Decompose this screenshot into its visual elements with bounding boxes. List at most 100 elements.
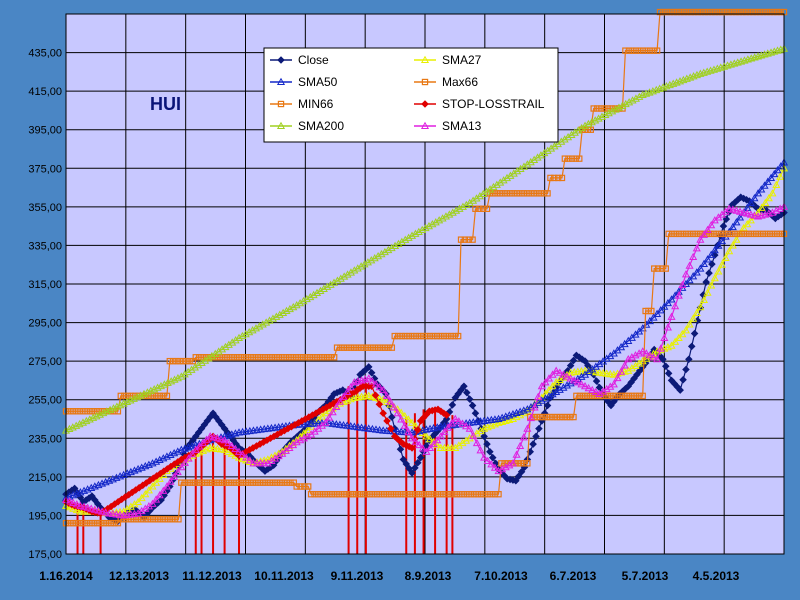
point-sma200: [143, 388, 152, 396]
point-min66: [547, 413, 554, 421]
point-sma13: [638, 347, 647, 355]
point-max66: [718, 8, 726, 16]
point-max66: [324, 354, 331, 361]
point-min66: [408, 491, 415, 498]
point-sma200: [306, 292, 315, 301]
point-max66: [674, 8, 681, 16]
point-min66: [175, 516, 182, 523]
point-max66: [520, 190, 528, 197]
point-close: [463, 388, 471, 397]
point-max66: [426, 332, 434, 340]
point-sma13: [725, 204, 734, 212]
point-sma13: [371, 380, 381, 388]
point-sma200: [513, 167, 522, 175]
point-min66: [394, 491, 402, 498]
point-min66: [474, 491, 481, 498]
point-sma13: [173, 467, 182, 476]
point-max66: [402, 332, 409, 340]
point-max66: [510, 190, 517, 197]
point-max66: [691, 8, 698, 16]
point-sma13: [681, 270, 691, 278]
point-sma50: [346, 422, 355, 430]
point-min66: [171, 516, 179, 523]
point-sma13: [170, 472, 179, 480]
point-sma27: [155, 474, 164, 482]
point-sma13: [472, 438, 481, 447]
point-sma50: [541, 394, 550, 402]
point-sma13: [90, 505, 99, 513]
point-sma13: [447, 419, 456, 427]
point-sma13: [454, 417, 463, 425]
x-tick-label: 4.5.2013: [693, 569, 740, 583]
point-min66: [672, 230, 679, 238]
point-sma200: [109, 404, 118, 412]
point-sma200: [265, 316, 274, 324]
point-sma27: [213, 444, 222, 452]
point-sma50: [692, 268, 701, 276]
point-sma13: [162, 482, 171, 490]
point-min66: [665, 230, 672, 238]
point-sma13: [108, 509, 117, 518]
point-min66: [731, 230, 739, 238]
point-close: [535, 424, 543, 433]
point-close: [399, 455, 408, 464]
legend-swatch-marker: [277, 56, 285, 64]
point-max66: [677, 8, 684, 16]
point-min66: [457, 491, 464, 498]
point-sma200: [336, 274, 345, 282]
point-max66: [496, 190, 504, 197]
point-sma200: [479, 189, 488, 197]
point-sma27: [407, 418, 417, 426]
x-tick-label: 10.11.2013: [254, 569, 314, 583]
point-sma50: [773, 165, 782, 174]
point-max66: [490, 190, 497, 197]
point-stop-losstrail: [387, 424, 395, 433]
point-min66: [714, 230, 721, 238]
point-max66: [763, 8, 770, 16]
point-sma200: [289, 302, 298, 311]
point-min66: [533, 413, 541, 421]
point-close: [396, 445, 405, 453]
point-max66: [667, 8, 674, 16]
point-sma13: [458, 419, 467, 427]
point-sma13: [707, 220, 716, 229]
point-sma200: [285, 304, 294, 313]
point-sma13: [97, 507, 107, 515]
point-sma200: [455, 204, 464, 212]
point-min66: [256, 479, 263, 486]
point-sma200: [194, 360, 203, 369]
point-close: [405, 464, 413, 473]
point-max66: [227, 354, 234, 361]
point-max66: [722, 8, 729, 16]
point-min66: [154, 516, 162, 523]
point-sma200: [133, 392, 142, 401]
point-sma50: [548, 389, 557, 398]
plot-frame: [65, 13, 785, 555]
legend-label: SMA50: [298, 75, 338, 89]
y-tick-label: 375,00: [28, 163, 62, 175]
point-max66: [83, 408, 90, 415]
point-max66: [746, 8, 753, 16]
point-close: [160, 491, 168, 500]
point-min66: [293, 483, 300, 490]
point-max66: [544, 190, 551, 197]
point-sma13: [328, 408, 337, 416]
point-sma200: [445, 210, 454, 218]
point-stop-losstrail: [379, 409, 387, 417]
point-sma200: [201, 356, 210, 364]
point-sma200: [411, 229, 420, 237]
point-sma13: [379, 385, 388, 394]
point-sma13: [609, 380, 618, 388]
point-sma200: [543, 146, 552, 154]
point-sma13: [444, 423, 453, 431]
point-max66: [292, 354, 300, 361]
point-sma200: [536, 151, 545, 159]
point-close: [679, 376, 687, 384]
point-sma200: [421, 223, 430, 232]
point-min66: [191, 479, 199, 486]
point-sma200: [204, 354, 213, 362]
point-max66: [76, 408, 84, 415]
point-max66: [327, 354, 334, 361]
point-min66: [259, 479, 267, 486]
point-sma13: [94, 506, 103, 514]
